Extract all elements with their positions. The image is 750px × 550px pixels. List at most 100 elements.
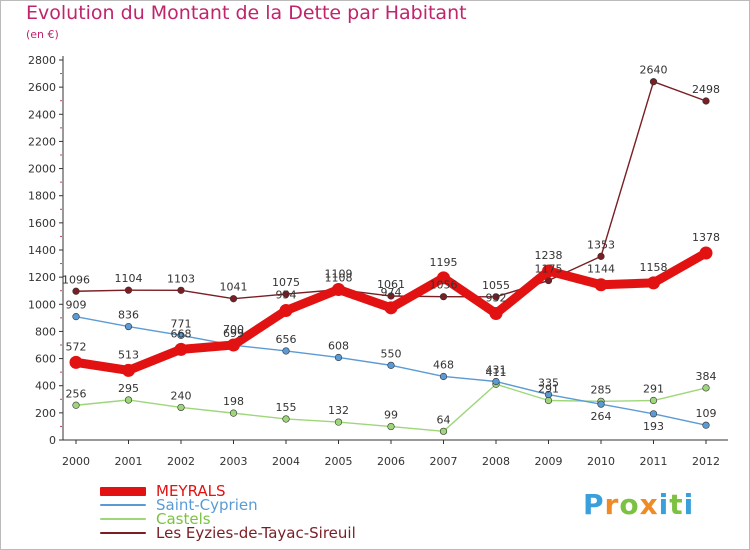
data-label-les-eyzies-de-tayac-sireuil: 1175 <box>535 263 563 276</box>
series-point-meyrals <box>489 307 503 321</box>
series-point-meyrals <box>69 355 83 369</box>
y-tick-label: 2800 <box>28 54 56 67</box>
chart-legend: MEYRALS Saint-Cyprien Castels Les Eyzies-de… <box>100 482 356 542</box>
series-point-les-eyzies-de-tayac-sireuil <box>597 252 605 260</box>
x-tick-label: 2010 <box>587 455 615 468</box>
series-point-meyrals <box>332 282 345 296</box>
data-label-castels: 411 <box>486 366 507 379</box>
series-point-saint-cyprien <box>439 372 448 381</box>
legend-item-les-eyzies-de-tayac-sireuil: Les Eyzies-de-Tayac-Sireuil <box>100 524 356 542</box>
proxiti-logo: Proxiti <box>583 488 695 521</box>
y-minor-tick <box>60 425 62 427</box>
y-minor-tick <box>60 208 62 210</box>
series-point-saint-cyprien <box>334 353 343 362</box>
series-point-saint-cyprien <box>387 361 395 369</box>
data-label-castels: 240 <box>171 389 192 402</box>
y-minor-tick <box>60 317 62 319</box>
data-label-les-eyzies-de-tayac-sireuil: 1108 <box>325 272 353 285</box>
x-tick-label: 2012 <box>692 455 720 468</box>
data-label-meyrals: 1144 <box>587 263 615 276</box>
series-point-castels <box>334 418 343 426</box>
legend-label: Les Eyzies-de-Tayac-Sireuil <box>156 524 356 542</box>
data-label-les-eyzies-de-tayac-sireuil: 2640 <box>640 64 668 77</box>
data-label-meyrals: 1195 <box>430 256 458 269</box>
legend-swatch <box>100 486 146 496</box>
y-tick-label: 0 <box>49 434 56 447</box>
y-tick-label: 1200 <box>28 271 56 284</box>
y-tick-label: 400 <box>35 380 56 393</box>
legend-item-castels: Castels <box>100 512 356 527</box>
data-label-meyrals: 974 <box>381 286 402 299</box>
data-label-castels: 285 <box>591 383 612 396</box>
legend-item-saint-cyprien: Saint-Cyprien <box>100 498 356 513</box>
data-label-saint-cyprien: 431 <box>486 364 507 377</box>
y-minor-tick <box>60 398 62 400</box>
data-label-les-eyzies-de-tayac-sireuil: 1056 <box>430 279 458 292</box>
series-point-meyrals <box>542 264 555 278</box>
data-label-meyrals: 1238 <box>535 249 563 262</box>
y-tick-label: 2000 <box>28 163 56 176</box>
series-point-saint-cyprien <box>649 410 658 418</box>
data-labels: 1096 1104 1103 1041 1075 1108 1061 1056 1055 1175… <box>62 64 720 433</box>
series-point-castels <box>544 396 553 405</box>
data-label-meyrals: 1378 <box>692 231 720 244</box>
series-point-castels <box>439 427 448 435</box>
x-tick-label: 2000 <box>62 455 90 468</box>
series-point-castels <box>702 384 710 392</box>
data-label-les-eyzies-de-tayac-sireuil: 1103 <box>167 272 195 285</box>
data-label-les-eyzies-de-tayac-sireuil: 2498 <box>692 83 720 96</box>
x-tick-label: 2005 <box>325 455 353 468</box>
data-label-saint-cyprien: 699 <box>223 327 244 340</box>
legend-label: MEYRALS <box>156 482 226 500</box>
y-minor-tick <box>60 154 62 156</box>
x-tick-label: 2008 <box>482 455 510 468</box>
data-label-meyrals: 700 <box>223 323 244 336</box>
series-point-saint-cyprien <box>492 377 500 386</box>
chart-series <box>69 78 713 435</box>
chart-title: Evolution du Montant de la Dette par Hab… <box>26 2 467 24</box>
series-point-les-eyzies-de-tayac-sireuil <box>282 290 290 298</box>
legend-swatch <box>100 532 146 534</box>
data-label-meyrals: 954 <box>276 289 297 302</box>
series-point-les-eyzies-de-tayac-sireuil <box>124 286 133 294</box>
data-label-castels: 291 <box>538 383 559 396</box>
series-point-les-eyzies-de-tayac-sireuil <box>492 293 500 301</box>
data-label-castels: 132 <box>328 404 349 417</box>
y-tick-label: 1800 <box>28 190 56 203</box>
series-point-castels <box>177 403 185 412</box>
series-point-castels <box>282 415 290 423</box>
y-tick-label: 1000 <box>28 298 56 311</box>
series-point-saint-cyprien <box>702 421 710 429</box>
series-point-les-eyzies-de-tayac-sireuil <box>649 78 658 86</box>
series-point-castels <box>649 396 658 405</box>
series-point-meyrals <box>122 363 135 377</box>
y-minor-tick <box>60 290 62 292</box>
series-point-les-eyzies-de-tayac-sireuil <box>72 287 80 295</box>
data-label-saint-cyprien: 264 <box>591 410 612 423</box>
data-label-castels: 155 <box>276 401 297 414</box>
series-point-saint-cyprien <box>544 390 553 399</box>
data-label-saint-cyprien: 909 <box>66 299 87 312</box>
data-label-meyrals: 513 <box>118 348 139 361</box>
data-label-castels: 198 <box>223 395 244 408</box>
data-label-saint-cyprien: 608 <box>328 339 349 352</box>
x-tick-label: 2004 <box>272 455 300 468</box>
data-label-les-eyzies-de-tayac-sireuil: 1041 <box>220 281 248 294</box>
data-label-castels: 99 <box>384 409 398 422</box>
y-minor-tick <box>60 263 62 265</box>
series-point-castels <box>72 401 80 409</box>
data-label-saint-cyprien: 109 <box>696 407 717 420</box>
data-label-castels: 291 <box>643 383 664 396</box>
series-point-meyrals <box>647 276 660 290</box>
series-point-castels <box>387 422 395 431</box>
series-point-les-eyzies-de-tayac-sireuil <box>229 295 238 303</box>
legend-swatch <box>100 504 146 506</box>
y-tick-label: 2600 <box>28 81 56 94</box>
y-tick-label: 1600 <box>28 217 56 230</box>
series-point-castels <box>229 409 238 417</box>
data-label-castels: 64 <box>437 413 451 426</box>
series-point-les-eyzies-de-tayac-sireuil <box>702 97 710 105</box>
series-point-meyrals <box>384 301 398 315</box>
